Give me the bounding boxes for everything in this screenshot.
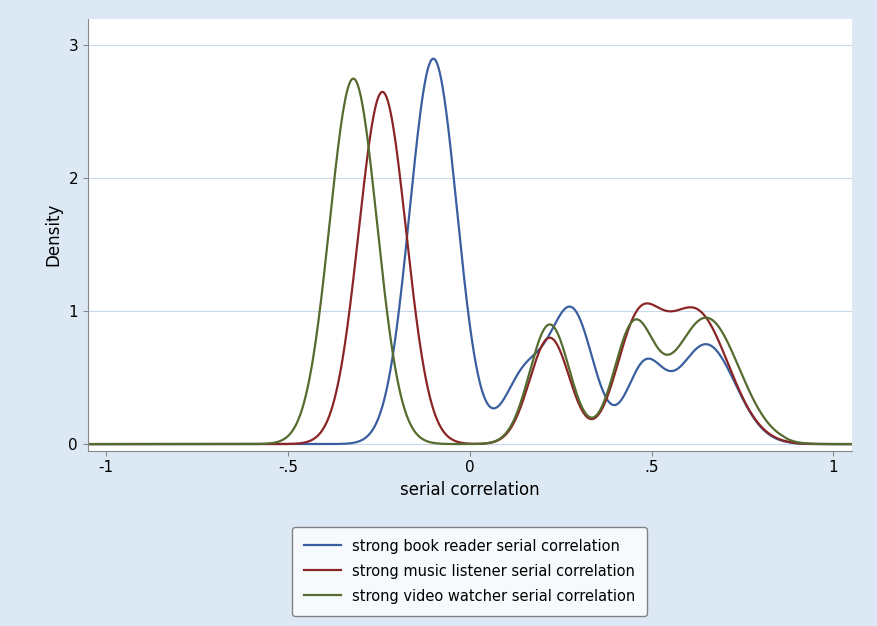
strong music listener serial correlation [694,307,704,315]
strong video watcher serial correlation [432,439,443,447]
Y-axis label: Density: Density [45,203,62,267]
strong book reader serial correlation [694,342,704,350]
strong book reader serial correlation [840,440,851,448]
strong video watcher serial correlation [64,440,75,448]
Line: strong book reader serial correlation: strong book reader serial correlation [69,59,869,444]
X-axis label: serial correlation: serial correlation [399,481,539,499]
strong music listener serial correlation [841,440,852,448]
strong music listener serial correlation [840,440,851,448]
strong music listener serial correlation [376,88,387,96]
strong video watcher serial correlation [694,316,704,323]
strong music listener serial correlation [453,438,464,446]
strong video watcher serial correlation [348,75,359,83]
Line: strong music listener serial correlation: strong music listener serial correlation [69,92,869,444]
strong video watcher serial correlation [864,440,874,448]
strong book reader serial correlation [105,440,116,448]
strong book reader serial correlation [428,55,438,63]
strong video watcher serial correlation [840,440,851,448]
Line: strong video watcher serial correlation: strong video watcher serial correlation [69,79,869,444]
strong video watcher serial correlation [841,440,852,448]
strong book reader serial correlation [64,440,75,448]
strong book reader serial correlation [841,440,852,448]
strong book reader serial correlation [453,227,464,235]
strong music listener serial correlation [432,418,443,426]
strong book reader serial correlation [432,62,443,69]
strong music listener serial correlation [864,440,874,448]
strong music listener serial correlation [64,440,75,448]
strong video watcher serial correlation [105,440,116,448]
strong video watcher serial correlation [453,440,464,448]
strong music listener serial correlation [105,440,116,448]
strong book reader serial correlation [864,440,874,448]
Legend: strong book reader serial correlation, strong music listener serial correlation,: strong book reader serial correlation, s… [292,527,646,616]
